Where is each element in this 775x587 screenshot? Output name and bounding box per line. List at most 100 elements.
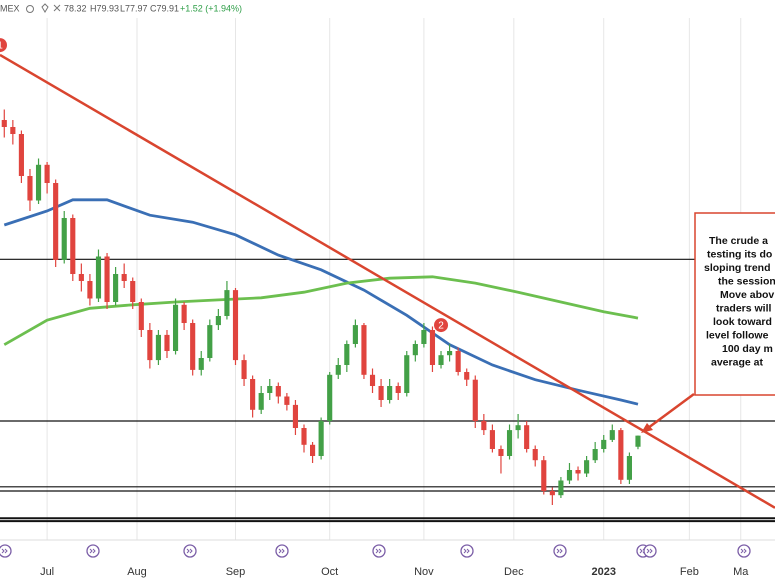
event-glyph bbox=[463, 548, 470, 554]
candle-body bbox=[241, 360, 247, 379]
candle-body bbox=[78, 274, 84, 281]
open: 78.32 bbox=[64, 3, 87, 13]
annotation-arrow bbox=[647, 392, 695, 430]
x-tick-label: Jul bbox=[40, 566, 54, 578]
candle-body bbox=[464, 372, 470, 380]
candle-body bbox=[113, 274, 119, 302]
event-icon[interactable] bbox=[553, 544, 567, 558]
candle-body bbox=[35, 164, 42, 201]
x-tick-label: Aug bbox=[127, 566, 147, 578]
candle-body bbox=[250, 379, 256, 410]
candle-body bbox=[429, 330, 436, 365]
candle-body bbox=[455, 351, 461, 372]
annotation-line: level followe bbox=[706, 329, 769, 341]
event-icon[interactable] bbox=[0, 544, 12, 558]
x-tick-label: Feb bbox=[680, 566, 699, 578]
event-icon[interactable] bbox=[275, 544, 289, 558]
event-icon[interactable] bbox=[643, 544, 657, 558]
event-circle bbox=[372, 544, 386, 558]
event-glyph bbox=[1, 548, 8, 554]
candle-body bbox=[215, 316, 221, 326]
candle-body bbox=[27, 176, 33, 201]
candle-body bbox=[481, 421, 487, 431]
candle-body bbox=[344, 344, 350, 365]
candle-body bbox=[592, 449, 598, 461]
annotation-line: traders will bbox=[716, 302, 772, 314]
eye-icon[interactable] bbox=[26, 5, 34, 13]
annotation-line: The crude a bbox=[709, 235, 768, 247]
candle-body bbox=[335, 365, 341, 375]
candle-body bbox=[395, 386, 401, 393]
candle-body bbox=[412, 344, 418, 356]
settings-icon[interactable] bbox=[41, 3, 49, 13]
candle-body bbox=[618, 430, 624, 480]
candle-body bbox=[181, 304, 187, 323]
header: MEX 78.32 H79.93 L77.97 C79.91 +1.52 (+1… bbox=[0, 3, 242, 13]
candle-body bbox=[70, 218, 76, 274]
event-circle bbox=[86, 544, 100, 558]
candle-body bbox=[61, 218, 67, 260]
low: L77.97 bbox=[120, 3, 148, 13]
x-tick-label: Dec bbox=[504, 566, 524, 578]
candle-body bbox=[172, 304, 179, 351]
annotation-line: testing its do bbox=[707, 248, 772, 260]
candle-body bbox=[489, 430, 495, 449]
x-tick-label: 2023 bbox=[591, 566, 615, 578]
candle-body bbox=[18, 134, 24, 176]
moving-average bbox=[3, 275, 639, 346]
event-circle bbox=[553, 544, 567, 558]
event-icon[interactable] bbox=[460, 544, 474, 558]
candle-body bbox=[541, 460, 547, 491]
candle-body bbox=[369, 374, 376, 386]
event-circle bbox=[643, 544, 657, 558]
candle-body bbox=[532, 449, 538, 461]
marker-label: 1 bbox=[0, 41, 3, 52]
candle-body bbox=[506, 430, 513, 456]
event-circle bbox=[737, 544, 751, 558]
annotation-box bbox=[694, 212, 775, 396]
event-icon[interactable] bbox=[737, 544, 751, 558]
candle-body bbox=[310, 444, 316, 456]
marker bbox=[434, 318, 449, 333]
candle-body bbox=[130, 281, 136, 302]
candle-body bbox=[87, 281, 93, 299]
candle-body bbox=[190, 323, 196, 370]
candle-body bbox=[104, 256, 110, 302]
close: C79.91 bbox=[150, 3, 179, 13]
x-tick-label: Oct bbox=[321, 566, 338, 578]
trendline bbox=[0, 53, 775, 509]
event-icon[interactable] bbox=[372, 544, 386, 558]
x-tick-label: Sep bbox=[226, 566, 246, 578]
candle-body bbox=[10, 127, 16, 134]
candle-body bbox=[575, 470, 581, 474]
x-axis: Jul Aug Sep Oct Nov Dec 2023 Feb Ma bbox=[0, 539, 775, 578]
marker bbox=[0, 38, 7, 53]
candle-body bbox=[584, 460, 590, 474]
event-circle bbox=[275, 544, 289, 558]
event-icon[interactable] bbox=[183, 544, 197, 558]
marker-label: 2 bbox=[438, 321, 444, 332]
candle-body bbox=[361, 325, 367, 375]
event-glyph bbox=[375, 548, 382, 554]
close-icon[interactable] bbox=[53, 4, 61, 12]
candle-body bbox=[301, 428, 307, 445]
annotation-line: sloping trend bbox=[704, 262, 771, 274]
candle-body bbox=[284, 396, 290, 405]
event-circle bbox=[183, 544, 197, 558]
candle-body bbox=[524, 425, 530, 449]
event-circle bbox=[0, 544, 12, 558]
candle-body bbox=[44, 164, 50, 183]
moving-average bbox=[3, 198, 639, 406]
candle-body bbox=[472, 379, 478, 421]
grid bbox=[46, 18, 742, 540]
change: +1.52 (+1.94%) bbox=[180, 3, 242, 13]
event-icon[interactable] bbox=[86, 544, 100, 558]
high: H79.93 bbox=[90, 3, 119, 13]
event-glyph bbox=[556, 548, 563, 554]
candle-body bbox=[198, 358, 204, 370]
event-glyph bbox=[740, 548, 747, 554]
event-glyph bbox=[89, 548, 96, 554]
candle-body bbox=[626, 456, 632, 480]
